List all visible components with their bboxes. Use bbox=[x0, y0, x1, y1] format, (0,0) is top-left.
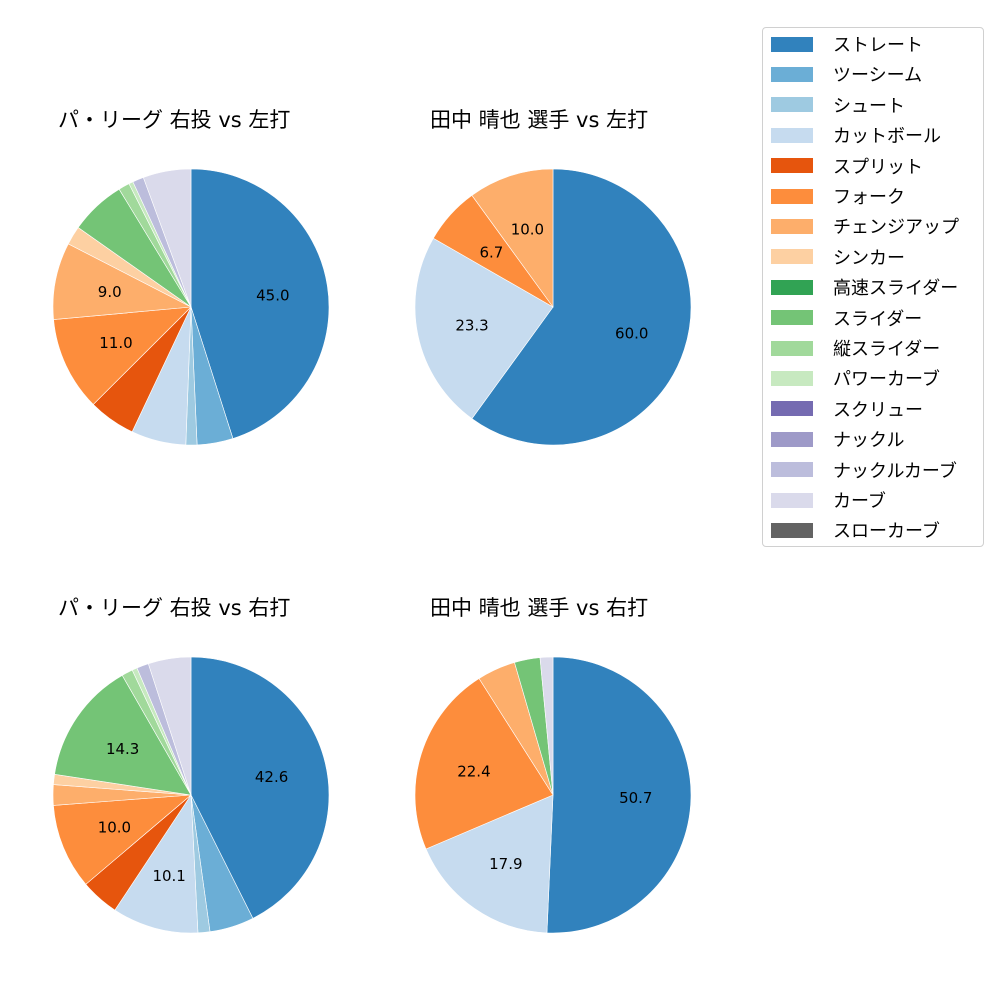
legend-label: 高速スライダー bbox=[833, 278, 959, 300]
legend-label: ナックルカーブ bbox=[833, 460, 957, 482]
panel-title: 田中 晴也 選手 vs 左打 bbox=[430, 108, 649, 132]
legend-item: チェンジアップ bbox=[771, 214, 959, 238]
slice-label: 60.0 bbox=[615, 325, 648, 343]
legend-swatch bbox=[771, 522, 813, 538]
slice-label: 10.1 bbox=[152, 867, 185, 885]
slice-label: 42.6 bbox=[255, 768, 288, 786]
slice-label: 6.7 bbox=[479, 244, 503, 262]
slice-label: 22.4 bbox=[457, 762, 490, 780]
pie-slice bbox=[53, 794, 192, 885]
legend-swatch bbox=[771, 370, 813, 386]
legend-item: ナックル bbox=[771, 427, 904, 451]
pie-slice bbox=[190, 656, 330, 919]
legend-item: シンカー bbox=[771, 245, 905, 269]
slice-label: 14.3 bbox=[106, 740, 139, 758]
legend-label: シュート bbox=[833, 95, 905, 117]
legend-item: 高速スライダー bbox=[771, 275, 958, 299]
legend-swatch bbox=[771, 97, 813, 113]
pie-slice bbox=[147, 656, 192, 796]
panel-title: 田中 晴也 選手 vs 右打 bbox=[430, 596, 649, 620]
pie-slice bbox=[414, 678, 554, 850]
legend-label: パワーカーブ bbox=[833, 369, 940, 391]
legend-swatch bbox=[771, 431, 813, 447]
legend-label: スローカーブ bbox=[833, 521, 940, 543]
legend-label: チェンジアップ bbox=[833, 217, 959, 239]
pie-slice bbox=[142, 168, 192, 308]
legend-item: フォーク bbox=[771, 184, 905, 208]
pie-slice bbox=[414, 237, 554, 420]
legend-item: スクリュー bbox=[771, 397, 923, 421]
pie-slice bbox=[471, 168, 554, 308]
legend-swatch bbox=[771, 249, 813, 265]
legend-label: スクリュー bbox=[833, 399, 923, 421]
legend-item: ストレート bbox=[771, 32, 923, 56]
legend-label: シンカー bbox=[833, 247, 905, 269]
pie-slice bbox=[114, 794, 199, 934]
legend-label: スプリット bbox=[833, 156, 923, 178]
slice-label: 23.3 bbox=[455, 316, 488, 334]
slice-label: 17.9 bbox=[489, 855, 522, 873]
legend-item: パワーカーブ bbox=[771, 366, 940, 390]
legend-item: カーブ bbox=[771, 488, 886, 512]
panel-title: パ・リーグ 右投 vs 左打 bbox=[58, 108, 291, 132]
legend-item: ナックルカーブ bbox=[771, 458, 957, 482]
slice-label: 50.7 bbox=[619, 789, 652, 807]
legend-swatch bbox=[771, 492, 813, 508]
legend-swatch bbox=[771, 340, 813, 356]
legend-label: スライダー bbox=[833, 308, 923, 330]
pie-slice bbox=[53, 306, 192, 405]
legend-swatch bbox=[771, 158, 813, 174]
pie-slice bbox=[190, 168, 330, 439]
legend-label: カットボール bbox=[833, 126, 941, 148]
slice-label: 9.0 bbox=[98, 283, 122, 301]
legend-swatch bbox=[771, 218, 813, 234]
slice-label: 10.0 bbox=[511, 220, 544, 238]
pie-slice bbox=[539, 656, 554, 796]
legend-swatch bbox=[771, 401, 813, 417]
slice-label: 10.0 bbox=[98, 818, 131, 836]
legend-swatch bbox=[771, 36, 813, 52]
pie-slice bbox=[471, 168, 692, 446]
legend-label: 縦スライダー bbox=[833, 339, 941, 360]
legend-swatch bbox=[771, 279, 813, 295]
slice-label: 45.0 bbox=[256, 286, 289, 304]
legend-swatch bbox=[771, 66, 813, 82]
legend: ストレートツーシームシュートカットボール スプリットフォークチェンジアップ シンカー… bbox=[762, 27, 984, 547]
legend-item: シュート bbox=[771, 93, 905, 117]
legend-label: カーブ bbox=[833, 491, 886, 512]
slice-label: 11.0 bbox=[99, 334, 132, 352]
legend-item: カットボール bbox=[771, 123, 941, 147]
legend-swatch bbox=[771, 127, 813, 143]
legend-swatch bbox=[771, 462, 813, 478]
legend-item: 縦スライダー bbox=[771, 336, 940, 360]
legend-item: ツーシーム bbox=[771, 62, 922, 86]
legend-item: スライダー bbox=[771, 306, 922, 330]
legend-label: フォーク bbox=[833, 187, 905, 208]
legend-item: スローカーブ bbox=[771, 518, 940, 542]
legend-label: ツーシーム bbox=[833, 65, 923, 87]
legend-item: スプリット bbox=[771, 154, 923, 178]
legend-swatch bbox=[771, 310, 813, 326]
legend-label: ストレート bbox=[833, 35, 923, 56]
legend-swatch bbox=[771, 188, 813, 204]
legend-label: ナックル bbox=[833, 430, 905, 452]
panel-title: パ・リーグ 右投 vs 右打 bbox=[58, 596, 291, 620]
pie-slice bbox=[546, 656, 692, 934]
pie-slice bbox=[54, 674, 192, 796]
pie-slice bbox=[425, 794, 554, 934]
